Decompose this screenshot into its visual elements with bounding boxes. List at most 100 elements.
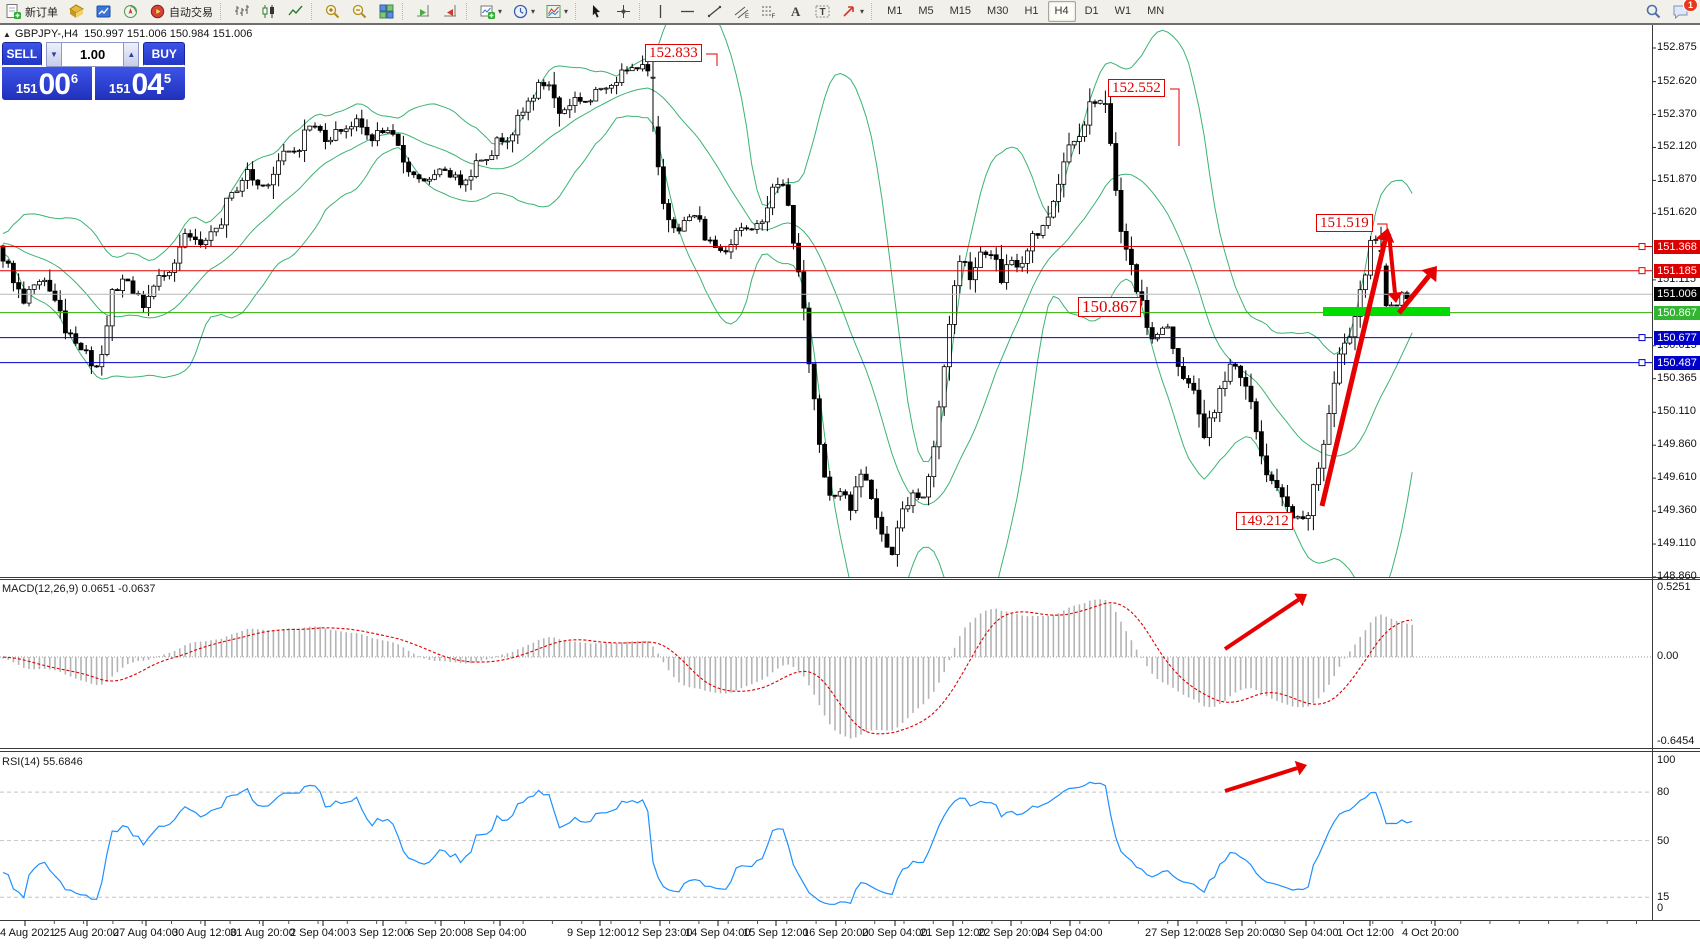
market-watch-icon xyxy=(95,3,112,20)
price-annotation[interactable]: 152.552 xyxy=(1108,79,1165,97)
y-axis-label: 151.870 xyxy=(1657,173,1697,186)
timeframe-mn-button[interactable]: MN xyxy=(1147,5,1165,17)
price-level-lines[interactable] xyxy=(0,243,1652,367)
macd-axis-label: -0.6454 xyxy=(1657,734,1695,747)
timeframe-m1-button[interactable]: M1 xyxy=(887,5,903,17)
y-axis-label: 149.610 xyxy=(1657,471,1697,484)
x-axis-label: 27 Aug 04:00 xyxy=(113,927,178,939)
templates-icon xyxy=(545,3,562,20)
arrows-icon xyxy=(841,3,858,20)
x-axis-label: 14 Sep 04:00 xyxy=(685,927,751,939)
timeframe-h1-button[interactable]: H1 xyxy=(1024,5,1039,17)
bar-chart-button[interactable] xyxy=(229,1,254,22)
svg-text:A: A xyxy=(791,4,801,19)
chart-title: ▲ GBPJPY-,H4 150.997 151.006 150.984 151… xyxy=(3,28,252,40)
toolbar-separator xyxy=(220,3,226,20)
volume-input[interactable] xyxy=(62,42,124,67)
templates-button[interactable]: ▾ xyxy=(541,1,572,22)
arrows-button[interactable]: ▾ xyxy=(837,1,868,22)
support-highlight-bar[interactable] xyxy=(1323,307,1450,316)
one-click-trading-panel: SELL ▼ ▲ BUY 151 00 6 151 04 5 xyxy=(2,42,186,100)
tile-windows-button[interactable] xyxy=(374,1,399,22)
y-axis-label: 150.110 xyxy=(1657,405,1696,418)
volume-decrease-button[interactable]: ▼ xyxy=(45,42,63,67)
x-axis-label: 8 Sep 04:00 xyxy=(467,927,527,939)
equidistant-channel-button[interactable]: E xyxy=(729,1,754,22)
candlestick-chart-button[interactable] xyxy=(256,1,281,22)
timeframe-d1-button[interactable]: D1 xyxy=(1084,5,1099,17)
buy-price-main: 04 xyxy=(131,68,164,101)
dropdown-caret-icon: ▾ xyxy=(531,7,536,16)
horizontal-line-button[interactable] xyxy=(675,1,700,22)
fibonacci-button[interactable]: F xyxy=(756,1,781,22)
search-icon[interactable] xyxy=(1641,1,1666,22)
svg-text:E: E xyxy=(745,14,749,20)
cursor-button[interactable] xyxy=(584,1,609,22)
trend-arrows[interactable] xyxy=(1223,228,1437,793)
rsi-axis-label: 0 xyxy=(1657,902,1664,914)
buy-button[interactable]: BUY xyxy=(143,42,186,67)
line-chart-button[interactable] xyxy=(283,1,308,22)
notifications-icon[interactable]: 1 xyxy=(1668,0,1698,22)
price-annotation[interactable]: 149.212 xyxy=(1236,512,1293,530)
axis-price-badge: 150.677 xyxy=(1654,330,1700,345)
rsi-axis-label: 100 xyxy=(1657,753,1676,766)
new-order-button[interactable]: 新订单 xyxy=(1,1,62,22)
notification-badge: 1 xyxy=(1682,0,1698,12)
price-annotation[interactable]: 150.867 xyxy=(1078,297,1142,317)
chart-shift-button[interactable] xyxy=(438,1,463,22)
axis-price-badge: 151.368 xyxy=(1654,239,1700,254)
auto-scroll-icon xyxy=(415,3,432,20)
new-chart-icon xyxy=(479,3,496,20)
market-watch-button[interactable] xyxy=(91,1,116,22)
x-axis-label: 4 Aug 2021 xyxy=(0,927,56,939)
text-label-button[interactable]: T xyxy=(810,1,835,22)
fibonacci-icon: F xyxy=(760,3,777,20)
bar-chart-icon xyxy=(233,3,250,20)
zoom-out-button[interactable] xyxy=(347,1,372,22)
sell-price-display[interactable]: 151 00 6 xyxy=(2,67,92,100)
buy-price-display[interactable]: 151 04 5 xyxy=(95,67,185,100)
vertical-line-icon xyxy=(652,3,669,20)
auto-scroll-button[interactable] xyxy=(411,1,436,22)
price-annotation[interactable]: 152.833 xyxy=(645,44,702,62)
timeframe-m30-button[interactable]: M30 xyxy=(987,5,1009,17)
y-axis-label: 149.110 xyxy=(1657,537,1696,550)
x-axis-label: 9 Sep 12:00 xyxy=(567,927,627,939)
autotrading-button[interactable]: 自动交易 xyxy=(145,1,217,22)
text-button[interactable]: A xyxy=(783,1,808,22)
volume-increase-button[interactable]: ▲ xyxy=(123,42,140,67)
zoom-in-button[interactable] xyxy=(320,1,345,22)
svg-text:T: T xyxy=(820,7,826,18)
timeframe-m15-button[interactable]: M15 xyxy=(949,5,972,17)
price-annotation[interactable]: 151.519 xyxy=(1316,214,1373,232)
dropdown-caret-icon: ▾ xyxy=(564,7,569,16)
chart-profiles-button[interactable] xyxy=(64,1,89,22)
periods-button[interactable]: ▾ xyxy=(508,1,539,22)
new-chart-button[interactable]: ▾ xyxy=(475,1,506,22)
x-axis-label: 2 Sep 04:00 xyxy=(290,927,350,939)
x-axis-label: 22 Sep 20:00 xyxy=(978,927,1044,939)
buy-price-prefix: 151 xyxy=(108,81,131,96)
trendline-button[interactable] xyxy=(702,1,727,22)
timeframe-w1-button[interactable]: W1 xyxy=(1114,5,1132,17)
periods-icon xyxy=(512,3,529,20)
crosshair-button[interactable] xyxy=(611,1,636,22)
timeframe-m5-button[interactable]: M5 xyxy=(918,5,934,17)
x-axis-label: 6 Sep 20:00 xyxy=(408,927,468,939)
navigator-button[interactable] xyxy=(118,1,143,22)
toolbar-separator xyxy=(466,3,472,20)
bollinger-bands xyxy=(2,24,1413,577)
vertical-line-button[interactable] xyxy=(648,1,673,22)
sell-button[interactable]: SELL xyxy=(2,42,42,67)
chart-profiles-icon xyxy=(68,3,85,20)
timeframe-h4-button[interactable]: H4 xyxy=(1047,1,1076,22)
autotrading-icon xyxy=(149,3,166,20)
x-axis-label: 30 Aug 12:00 xyxy=(172,927,237,939)
macd-axis-label: 0.5251 xyxy=(1657,581,1691,593)
chart-shift-icon xyxy=(442,3,459,20)
x-axis-label: 3 Sep 12:00 xyxy=(350,927,410,939)
axis-price-badge: 150.487 xyxy=(1654,355,1700,370)
